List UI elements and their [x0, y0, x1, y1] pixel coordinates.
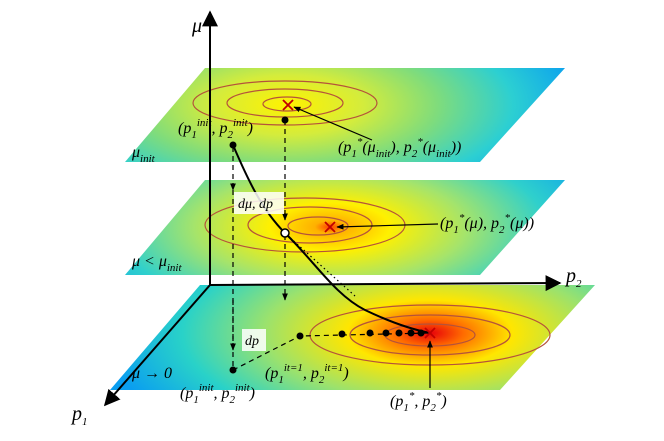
label-part: (μ),: [464, 215, 491, 232]
plane-bottom: [110, 285, 595, 390]
label-part: 1: [403, 402, 409, 414]
label-part: *: [505, 212, 511, 224]
label-part: (: [390, 393, 397, 410]
label-part: 2: [230, 394, 236, 406]
contour: [247, 206, 373, 244]
label-part: p: [394, 393, 403, 410]
label-part: 2: [430, 402, 436, 414]
label-part: p: [70, 403, 82, 425]
contour: [262, 96, 312, 112]
point-label: (p1init, p2init): [180, 382, 255, 406]
label-part: p: [219, 120, 228, 137]
label-part: p: [403, 139, 412, 156]
mu-axis-label: μ: [191, 15, 202, 37]
label-part: init: [233, 117, 249, 129]
central-path: [232, 144, 431, 334]
label-background: [242, 329, 266, 351]
label-part: 1: [278, 374, 284, 386]
label-part: init: [167, 262, 183, 274]
p2-axis: [209, 275, 562, 292]
label-part: p: [421, 393, 430, 410]
label-part: it=1: [324, 362, 343, 374]
label-part: ,: [212, 120, 220, 137]
label-part: p: [182, 120, 191, 137]
step-label: dμ, dp⃗: [238, 197, 284, 212]
label-part: (: [180, 385, 187, 402]
label-part: p: [221, 385, 230, 402]
label-part: p: [564, 265, 576, 287]
label-part: (μ)): [510, 215, 534, 232]
point-label: (p1*(μinit), p2*(μinit)): [338, 136, 461, 160]
pointer: [293, 106, 373, 141]
label-part: (μ: [362, 139, 375, 156]
label-part: (μ: [423, 139, 436, 156]
label-part: init: [235, 382, 251, 394]
plane-label: μinit: [131, 144, 156, 165]
tangent: [286, 234, 356, 297]
label-part: *: [436, 390, 442, 402]
label-part: 1: [191, 129, 197, 141]
point-label: (p1it=1, p2it=1): [265, 362, 349, 386]
pointer: [336, 223, 439, 230]
label-part: init: [199, 382, 215, 394]
label-part: ): [342, 365, 348, 382]
point-label: (p1*, p2*): [390, 390, 447, 414]
label-part: 1: [351, 148, 357, 160]
label-part: ,: [414, 393, 422, 410]
current-point: [280, 228, 290, 238]
p1-axis-label: p1: [70, 403, 88, 428]
label-part: *: [417, 136, 423, 148]
label-part: p: [444, 215, 453, 232]
plane-label: μ → 0: [131, 365, 172, 382]
label-part: 2: [576, 278, 582, 290]
optimum-marks: [282, 99, 436, 339]
label-part: p: [184, 385, 193, 402]
point-label: (p1*(μ), p2*(μ)): [440, 212, 534, 236]
label-part: init: [197, 117, 213, 129]
label-part: (: [338, 139, 345, 156]
label-part: (: [265, 365, 272, 382]
label-part: 1: [453, 224, 459, 236]
label-part: ,: [303, 365, 311, 382]
label-part: init: [376, 148, 392, 160]
label-part: μ < μ: [131, 253, 167, 270]
label-part: 1: [193, 394, 199, 406]
label-part: 2: [412, 148, 418, 160]
iterates: [229, 116, 425, 374]
label-part: *: [357, 136, 363, 148]
label-part: p: [269, 365, 278, 382]
label-part: ,: [214, 385, 222, 402]
p1-axis: [103, 284, 211, 407]
p2-axis-label: p2: [564, 265, 582, 290]
label-part: *: [409, 390, 415, 402]
label-part: p: [342, 139, 351, 156]
label-part: it=1: [284, 362, 303, 374]
label-part: (: [440, 215, 447, 232]
label-part: init: [436, 148, 452, 160]
label-part: 2: [319, 374, 325, 386]
step-label: dp⃗: [245, 334, 270, 349]
label-part: 1: [82, 416, 88, 428]
label-part: ): [440, 393, 446, 410]
plane-top: [125, 68, 565, 162]
label-part: p: [310, 365, 319, 382]
label-part: 2: [228, 129, 234, 141]
label-part: p: [490, 215, 499, 232]
label-background: [234, 192, 284, 214]
plane-label: μ < μinit: [131, 253, 182, 274]
label-part: )): [450, 139, 462, 156]
label-part: 2: [499, 224, 505, 236]
label-part: ): [247, 120, 253, 137]
point-label: (p1init, p2init): [178, 117, 253, 141]
label-part: (: [178, 120, 185, 137]
label-part: ),: [389, 139, 403, 156]
label-part: init: [140, 153, 156, 165]
contour: [287, 216, 349, 236]
label-part: μ: [131, 144, 140, 161]
label-part: ): [249, 385, 255, 402]
label-part: *: [459, 212, 465, 224]
